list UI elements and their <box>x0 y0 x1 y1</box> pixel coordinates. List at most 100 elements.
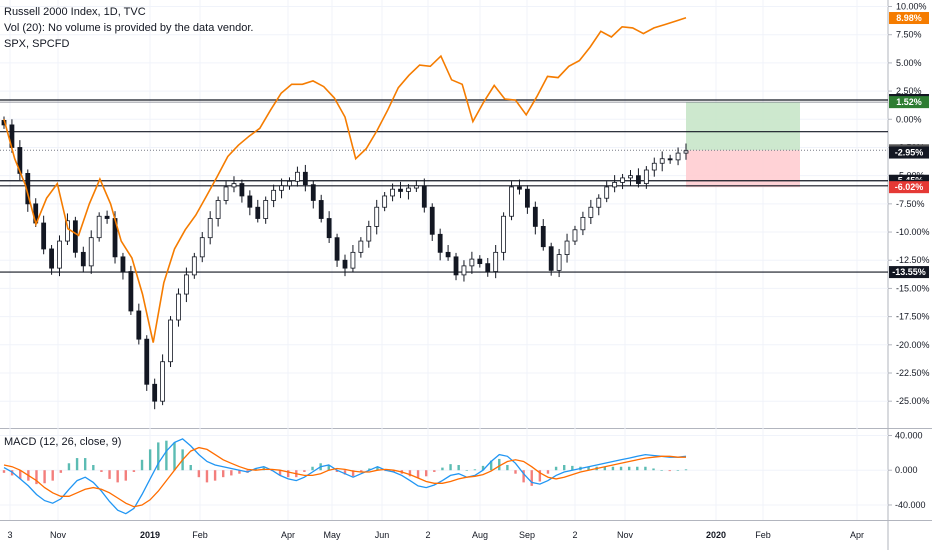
macd-histogram-bar <box>498 459 500 470</box>
macd-histogram-bar <box>116 470 118 482</box>
macd-histogram-bar <box>644 467 646 470</box>
candle-up <box>184 275 188 294</box>
candle-down <box>446 252 450 257</box>
y-tick-label: -7.50% <box>896 199 925 209</box>
candle-up <box>589 207 593 217</box>
candle-up <box>660 159 664 164</box>
macd-histogram-bar <box>84 458 86 470</box>
macd-histogram-bar <box>68 463 70 470</box>
candle-down <box>422 186 426 207</box>
x-tick-label: Nov <box>617 530 634 540</box>
macd-histogram-bar <box>669 470 671 471</box>
macd-histogram-bar <box>173 442 175 470</box>
macd-histogram-bar <box>457 465 459 470</box>
candle-down <box>533 207 537 226</box>
candle-up <box>414 186 418 188</box>
candle-down <box>541 226 545 246</box>
candle-down <box>240 184 244 196</box>
candle-up <box>470 259 474 266</box>
candle-up <box>224 187 228 201</box>
macd-histogram-bar <box>198 470 200 477</box>
macd-histogram-bar <box>133 470 135 472</box>
time-axis-labels: 3 Nov 2019 Feb Apr May Jun 2 Aug Sep 2 Nov 2020 Feb Ap… <box>7 530 864 540</box>
macd-histogram-bar <box>660 470 662 471</box>
candle-up <box>684 151 688 153</box>
macd-histogram-bar <box>3 470 5 473</box>
candle-up <box>192 257 196 275</box>
candle-up <box>406 188 410 191</box>
candle-up <box>494 252 498 271</box>
candle-up <box>613 182 617 187</box>
x-tick-label: Sep <box>519 530 535 540</box>
macd-y-tick-label: 0.000 <box>895 465 918 475</box>
candle-down <box>399 189 403 191</box>
candle-down <box>517 187 521 189</box>
x-tick-label: May <box>323 530 341 540</box>
macd-histogram-bar <box>52 470 54 480</box>
symbol-title: Russell 2000 Index, 1D, TVC <box>4 5 146 19</box>
candle-up <box>272 190 276 200</box>
macd-histogram-bar <box>506 465 508 470</box>
candle-down <box>129 272 133 311</box>
macd-histogram-bar <box>141 460 143 470</box>
macd-histogram-bar <box>620 467 622 470</box>
macd-legend: MACD (12, 26, close, 9) <box>4 435 121 449</box>
candle-down <box>311 185 315 201</box>
macd-histogram-bar <box>190 465 192 470</box>
macd-histogram-bar <box>76 458 78 470</box>
y-tick-label: -10.00% <box>896 227 930 237</box>
x-tick-label: Feb <box>192 530 208 540</box>
candle-up <box>621 178 625 183</box>
candle-up <box>89 238 93 266</box>
price-tag-label: -13.55% <box>892 267 926 277</box>
price-tags: 8.98%1.71%1.52%-2.75%-2.95%-5.45%-5.90%-… <box>889 12 929 278</box>
price-tag-label: -2.95% <box>895 148 924 158</box>
candle-up <box>375 207 379 226</box>
price-tag-label: 1.52% <box>896 97 922 107</box>
candle-down <box>137 311 141 339</box>
macd-histogram-bar <box>108 470 110 479</box>
candle-up <box>367 226 371 241</box>
macd-histogram-bar <box>555 467 557 470</box>
macd-histogram-bar <box>433 470 435 472</box>
macd-histogram-bar <box>685 469 687 470</box>
candle-down <box>335 238 339 261</box>
macd-histogram-bar <box>474 469 476 470</box>
macd-histogram-bar <box>677 470 679 471</box>
candle-up <box>605 187 609 198</box>
candle-down <box>319 200 323 218</box>
candle-up <box>565 241 569 255</box>
macd-histogram-bar <box>92 465 94 470</box>
macd-histogram-bar <box>214 470 216 480</box>
x-tick-label: Jun <box>375 530 390 540</box>
y-tick-label: 7.50% <box>896 30 922 40</box>
macd-histogram-bar <box>100 470 102 472</box>
candle-up <box>502 216 506 252</box>
candle-up <box>391 189 395 196</box>
macd-y-tick-label: -40.000 <box>895 500 926 510</box>
candle-up <box>383 196 387 207</box>
y-tick-label: 0.00% <box>896 114 922 124</box>
candle-up <box>208 219 212 238</box>
x-tick-label: Aug <box>472 530 488 540</box>
y-tick-label: -22.50% <box>896 368 930 378</box>
x-tick-label: 2019 <box>140 530 160 540</box>
candle-up <box>573 230 577 241</box>
price-axis-labels: 10.00%7.50%5.00%2.50%0.00%-2.50%-5.00%-7… <box>888 2 930 407</box>
x-tick-label: Feb <box>755 530 771 540</box>
price-tag-label: 8.98% <box>896 13 922 23</box>
candle-down <box>81 252 85 266</box>
compare-legend: SPX, SPCFD <box>4 37 69 51</box>
candle-down <box>438 234 442 252</box>
macd-histogram-bar <box>125 470 127 480</box>
candle-up <box>581 217 585 229</box>
candle-up <box>597 198 601 207</box>
candle-down <box>248 196 252 207</box>
candle-up <box>351 252 355 268</box>
macd-histogram-bar <box>449 464 451 470</box>
candle-up <box>264 200 268 218</box>
x-tick-label: 2 <box>425 530 430 540</box>
macd-histogram-bar <box>466 470 468 471</box>
candle-up <box>652 163 656 170</box>
